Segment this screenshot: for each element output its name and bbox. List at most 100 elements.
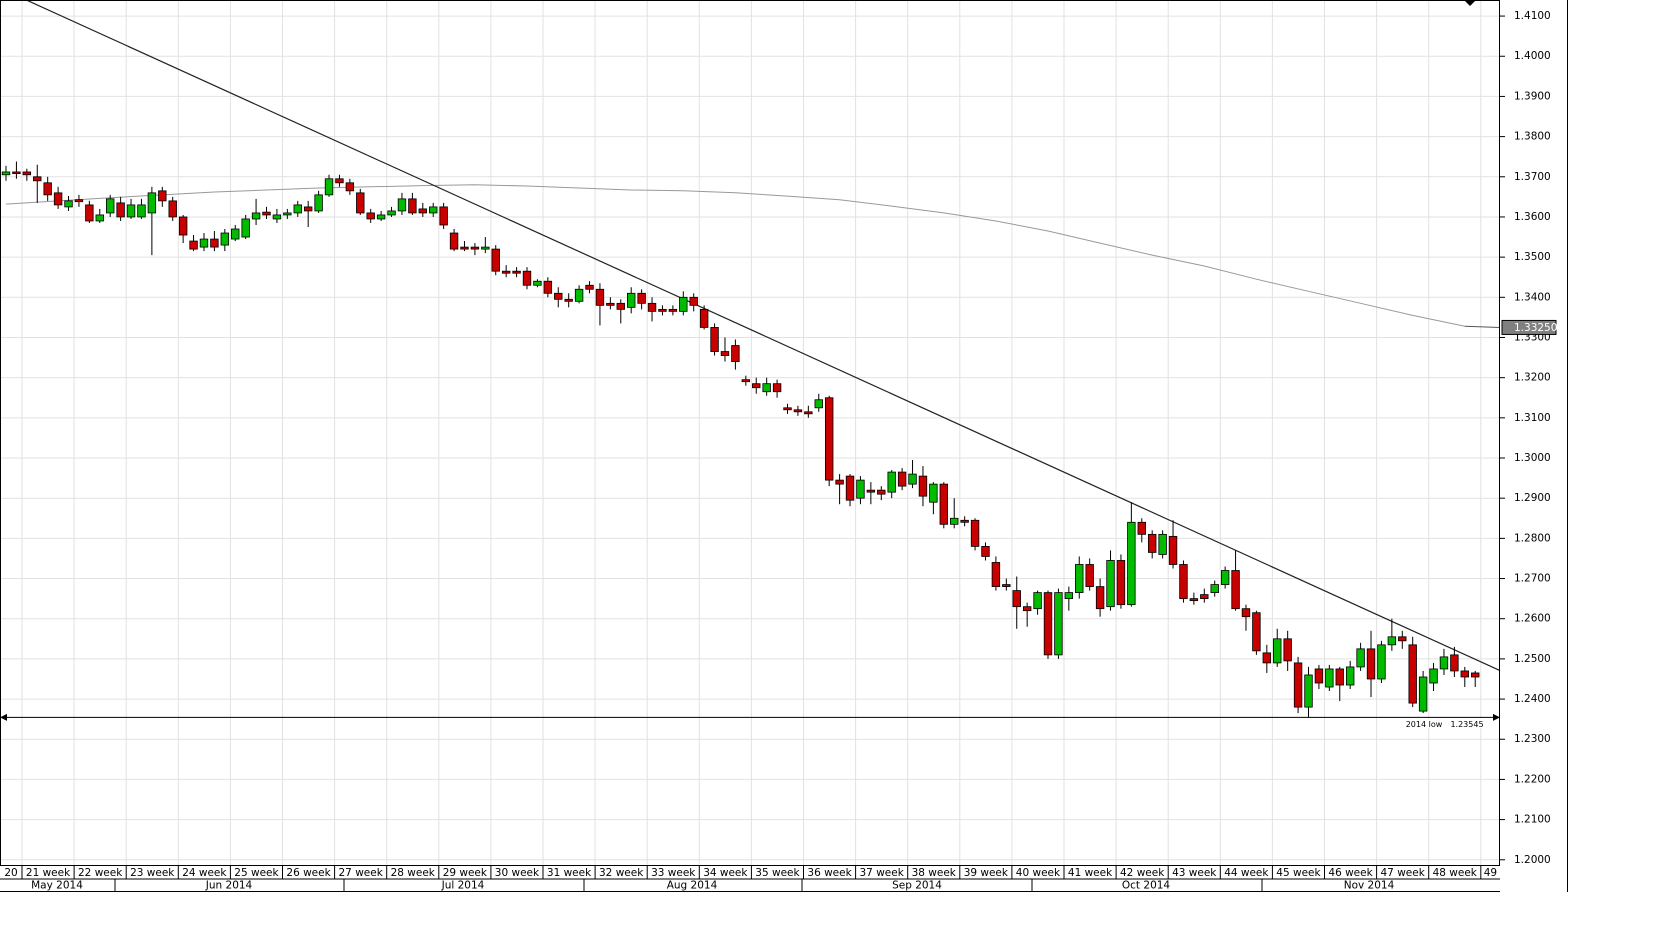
trendline [24,0,1501,672]
candle-body [929,483,938,503]
candle-body [522,270,532,286]
candle-body [481,246,490,250]
x-tick-label: 40 week [1016,867,1061,879]
candle-body [845,475,855,501]
y-tick-label: 1.2000 [1514,854,1551,866]
candle-body [1252,612,1261,652]
candle-body [283,212,292,216]
axes: 1.2000 1.2100 1.2200 1.2300 1.2400 1.2500 1.26… [4,10,1557,891]
candle-body [116,202,125,218]
candle-body [856,479,865,499]
candle-body [220,232,230,246]
candle-body [74,199,84,203]
candle-body [1022,606,1032,612]
candle-body [1095,586,1105,610]
candle-body [897,471,907,487]
arrow-left [0,713,7,721]
candle-body [741,379,751,383]
last-price-box [1501,319,1557,335]
y-tick-label: 1.2800 [1514,532,1551,544]
candle-body [1314,668,1324,684]
x-tick-label: 49 [1484,867,1497,879]
y-tick-label: 1.3000 [1514,452,1551,464]
last-price-label: 1.33250 [1514,322,1557,334]
x-tick-label: 28 week [391,867,436,879]
candle-body [814,399,823,409]
candle-body [647,302,657,312]
candle-body [960,519,969,523]
x-tick-label: 30 week [495,867,540,879]
candle-body [585,284,594,290]
candle-body [158,190,167,202]
candle-body [1283,638,1292,662]
candle-body [689,296,698,306]
candle-body [199,238,209,248]
candle-body [533,280,542,286]
month-label: May 2014 [31,880,83,892]
candle-body [658,308,667,312]
candle-body [918,475,928,497]
candle-body [595,288,605,306]
y-tick-label: 1.3500 [1514,251,1551,263]
candle-body [804,411,813,415]
candle-body [1377,644,1386,680]
candle-body [1345,666,1355,686]
candle-body [1273,638,1282,664]
candle-body [554,292,563,300]
month-label: Aug 2014 [667,880,718,892]
candle-body [1293,662,1303,708]
y-tick-label: 1.2200 [1514,773,1551,785]
candle-body [126,204,136,218]
x-tick-label: 21 week [26,867,71,879]
candle-body [1137,521,1146,535]
x-tick-label: 22 week [78,867,123,879]
x-tick-label: 24 week [182,867,227,879]
grid [0,0,1500,865]
y-tick-label: 1.3700 [1514,171,1551,183]
moving-average [5,184,1465,327]
candle-body [1012,590,1021,608]
candle-body [418,208,427,214]
y-tick-label: 1.2900 [1514,492,1551,504]
candle-body [793,409,803,413]
candle-body [1471,672,1480,678]
candle-body [1304,674,1313,708]
candle-body [22,171,32,176]
candle-body [752,383,761,389]
candle-body [772,383,782,393]
candle-body [106,198,115,214]
x-tick-label: 42 week [1120,867,1165,879]
candle-body [762,383,771,393]
candle-body [1220,570,1230,585]
month-label: Jul 2014 [441,880,485,892]
candle-body [887,471,896,493]
month-label: Nov 2014 [1344,880,1395,892]
y-tick-label: 1.2500 [1514,653,1551,665]
y-tick-label: 1.2400 [1514,693,1551,705]
candle-body [1054,592,1063,656]
candle-body [272,214,282,220]
x-tick-label: 34 week [703,867,748,879]
candle-body [231,228,240,240]
y-tick-label: 1.2100 [1514,814,1551,826]
candle-body [1158,533,1167,555]
candle-body [668,308,678,312]
x-tick-label: 45 week [1276,867,1321,879]
x-tick-label: 43 week [1172,867,1217,879]
y-tick-label: 1.2700 [1514,573,1551,585]
candle-body [1429,668,1438,684]
x-tick-label: 29 week [443,867,488,879]
candle-body [1460,670,1469,678]
candle-body [1439,656,1449,670]
candle-body [574,288,584,302]
candle-body [970,519,980,547]
x-tick-label: 25 week [234,867,279,879]
candle-body [1179,564,1188,600]
candle-body [366,212,375,220]
candle-body [460,246,469,250]
candle-body [53,192,63,206]
x-tick-label: 36 week [807,867,852,879]
x-tick-label: 23 week [130,867,175,879]
candle-body [1241,608,1251,618]
candle-body [637,292,646,304]
